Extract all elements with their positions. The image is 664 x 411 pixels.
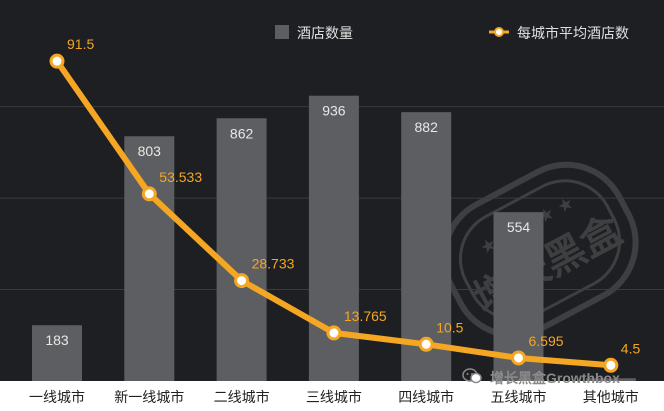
line-value-label-3: 13.765 xyxy=(344,308,387,324)
line-point-0 xyxy=(49,53,65,69)
bar-value-label-3: 936 xyxy=(322,103,346,119)
category-label-1: 新一线城市 xyxy=(114,389,184,406)
bar-1 xyxy=(124,136,175,381)
category-label-0: 一线城市 xyxy=(29,389,85,406)
line-point-5 xyxy=(511,350,526,366)
bar-4 xyxy=(401,112,452,382)
line-point-2 xyxy=(234,273,250,289)
line-value-label-1: 53.533 xyxy=(159,169,202,185)
wechat-icon xyxy=(462,368,482,384)
watermark-text: 增长黑盒Growthbox xyxy=(490,370,620,386)
category-label-3: 三线城市 xyxy=(306,389,362,406)
line-point-6 xyxy=(603,357,619,373)
category-label-2: 二线城市 xyxy=(214,389,270,406)
category-label-6: 其他城市 xyxy=(583,389,639,406)
line-value-label-4: 10.5 xyxy=(436,319,463,335)
bar-value-label-4: 882 xyxy=(415,119,439,135)
line-point-1 xyxy=(141,186,157,202)
bar-value-label-2: 862 xyxy=(230,125,254,141)
bar-0 xyxy=(32,325,82,381)
bar-value-label-5: 554 xyxy=(507,219,531,235)
line-value-label-2: 28.733 xyxy=(252,256,295,272)
line-value-label-5: 6.595 xyxy=(529,333,564,349)
line-point-4 xyxy=(418,336,434,352)
category-label-5: 五线城市 xyxy=(491,389,547,406)
legend-line-marker xyxy=(494,27,504,37)
line-value-label-0: 91.5 xyxy=(67,36,94,52)
bar-2 xyxy=(216,118,267,382)
legend-bar-swatch xyxy=(275,25,289,39)
line-point-3 xyxy=(326,325,342,341)
bar-value-label-0: 183 xyxy=(45,332,69,348)
bar-6 xyxy=(585,378,636,381)
bar-value-label-1: 803 xyxy=(138,143,162,159)
legend-bar-label: 酒店数量 xyxy=(297,26,353,42)
legend-line-label: 每城市平均酒店数 xyxy=(517,25,629,42)
line-value-label-6: 4.5 xyxy=(621,340,641,356)
axis-strip xyxy=(0,381,664,411)
category-label-4: 四线城市 xyxy=(398,389,454,406)
bar-value-label-6: 9 xyxy=(607,366,615,382)
